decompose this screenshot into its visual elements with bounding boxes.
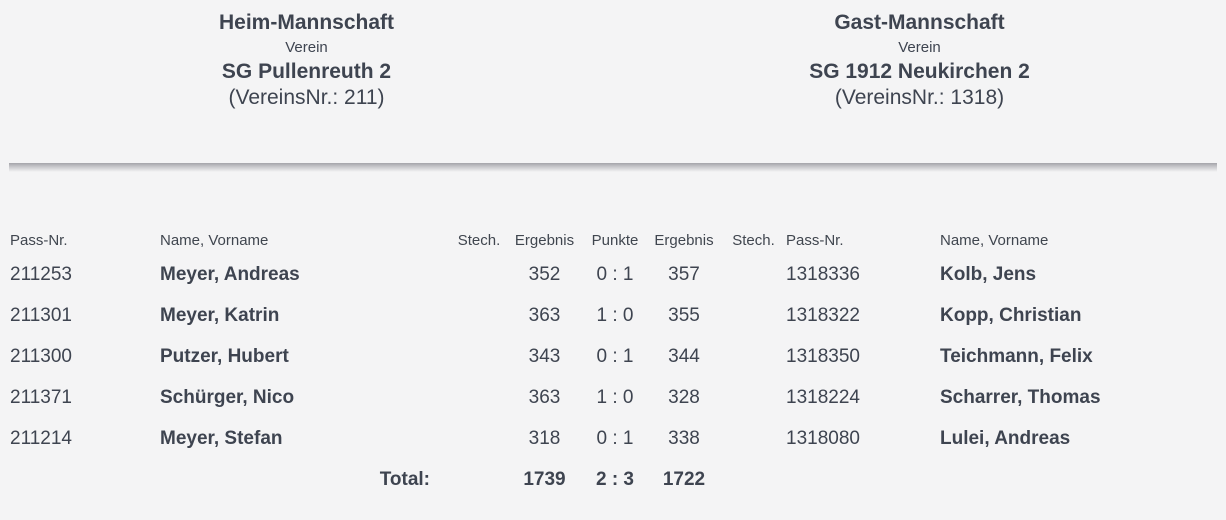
- total-guest-result-cell: 1722: [662, 468, 706, 490]
- total-home-result-cell: 1739: [523, 468, 566, 490]
- guest-team-header: Gast-Mannschaft Verein SG 1912 Neukirche…: [613, 10, 1226, 111]
- home-name-cell: Meyer, Stefan: [160, 427, 283, 449]
- home-verein-label: Verein: [285, 39, 328, 56]
- home-name-cell: Schürger, Nico: [160, 386, 295, 408]
- guest-result-cell: 344: [668, 345, 700, 367]
- points-cell: 1 : 0: [596, 304, 634, 326]
- guest-result-cell: 357: [668, 263, 700, 285]
- home-result-cell: 343: [528, 345, 561, 367]
- home-club-number: (VereinsNr.: 211): [228, 86, 385, 109]
- col-header-guest-pass: Pass-Nr.: [786, 232, 844, 249]
- home-name-cell: Meyer, Katrin: [160, 304, 280, 326]
- points-cell: 0 : 1: [596, 345, 634, 367]
- guest-name-cell: Scharrer, Thomas: [940, 386, 1101, 408]
- home-result-cell: 363: [528, 304, 561, 326]
- col-header-guest-stech: Stech.: [732, 232, 775, 249]
- table-row: 211371 Schürger, Nico 363 1 : 0 328 1318…: [10, 377, 1216, 418]
- guest-result-cell: 338: [668, 427, 700, 449]
- home-pass-cell: 211371: [10, 386, 72, 408]
- guest-pass-cell: 1318336: [786, 263, 860, 285]
- guest-name-cell: Lulei, Andreas: [940, 427, 1071, 449]
- guest-result-cell: 355: [668, 304, 700, 326]
- guest-verein-label: Verein: [898, 39, 941, 56]
- table-header-row: Pass-Nr. Name, Vorname Stech. Ergebnis P…: [10, 216, 1216, 254]
- col-header-home-pass: Pass-Nr.: [10, 232, 68, 249]
- table-row: 211214 Meyer, Stefan 318 0 : 1 338 13180…: [10, 418, 1216, 459]
- home-pass-cell: 211300: [10, 345, 72, 367]
- table-row: 211300 Putzer, Hubert 343 0 : 1 344 1318…: [10, 336, 1216, 377]
- home-pass-cell: 211253: [10, 263, 72, 285]
- guest-club-number: (VereinsNr.: 1318): [834, 86, 1005, 109]
- total-points-cell: 2 : 3: [595, 468, 635, 490]
- total-label: Total:: [379, 468, 430, 490]
- section-divider: [9, 163, 1217, 172]
- home-result-cell: 352: [528, 263, 561, 285]
- home-result-cell: 363: [528, 386, 561, 408]
- home-name-cell: Putzer, Hubert: [160, 345, 289, 367]
- team-headers: Heim-Mannschaft Verein SG Pullenreuth 2 …: [0, 0, 1226, 111]
- home-pass-cell: 211214: [10, 427, 72, 449]
- guest-name-cell: Teichmann, Felix: [940, 345, 1093, 367]
- guest-club-name: SG 1912 Neukirchen 2: [809, 60, 1030, 83]
- guest-name-cell: Kolb, Jens: [940, 263, 1037, 285]
- home-team-header: Heim-Mannschaft Verein SG Pullenreuth 2 …: [0, 10, 613, 111]
- guest-pass-cell: 1318080: [786, 427, 860, 449]
- guest-pass-cell: 1318224: [786, 386, 860, 408]
- points-cell: 1 : 0: [596, 386, 634, 408]
- col-header-guest-name: Name, Vorname: [940, 232, 1049, 249]
- col-header-guest-result: Ergebnis: [654, 232, 714, 249]
- home-pass-cell: 211301: [10, 304, 72, 326]
- col-header-home-name: Name, Vorname: [160, 232, 269, 249]
- guest-team-title: Gast-Mannschaft: [834, 11, 1005, 34]
- guest-name-cell: Kopp, Christian: [940, 304, 1082, 326]
- table-row: 211301 Meyer, Katrin 363 1 : 0 355 13183…: [10, 295, 1216, 336]
- points-cell: 0 : 1: [596, 427, 634, 449]
- home-result-cell: 318: [528, 427, 561, 449]
- points-cell: 0 : 1: [596, 263, 634, 285]
- col-header-points: Punkte: [591, 232, 639, 249]
- guest-pass-cell: 1318350: [786, 345, 860, 367]
- col-header-home-stech: Stech.: [457, 232, 501, 249]
- table-total-row: Total: 1739 2 : 3 1722: [10, 459, 1216, 500]
- results-table: Pass-Nr. Name, Vorname Stech. Ergebnis P…: [0, 216, 1226, 500]
- guest-pass-cell: 1318322: [786, 304, 860, 326]
- guest-result-cell: 328: [668, 386, 700, 408]
- home-name-cell: Meyer, Andreas: [160, 263, 300, 285]
- table-row: 211253 Meyer, Andreas 352 0 : 1 357 1318…: [10, 254, 1216, 295]
- home-team-title: Heim-Mannschaft: [218, 11, 395, 34]
- home-club-name: SG Pullenreuth 2: [221, 60, 392, 83]
- col-header-home-result: Ergebnis: [514, 232, 575, 249]
